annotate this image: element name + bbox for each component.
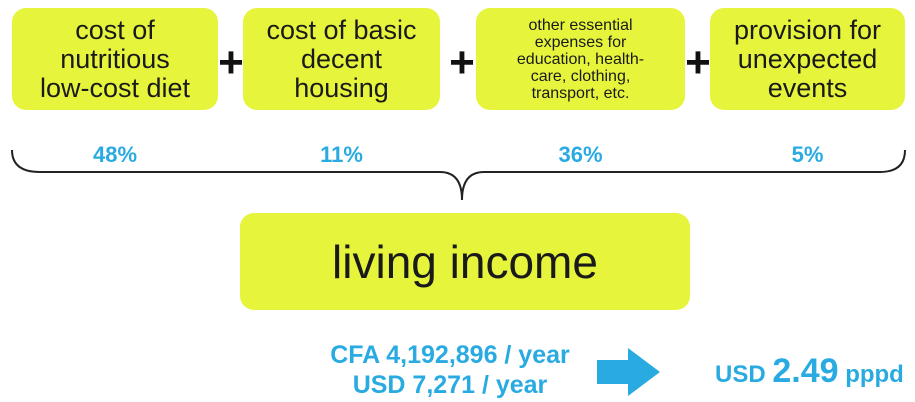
result-box: living income xyxy=(240,213,690,310)
component-line: cost of basic xyxy=(266,14,417,45)
amount: USD 7,271 / year xyxy=(352,371,548,399)
share: 48% xyxy=(92,142,138,167)
brace xyxy=(11,149,906,201)
component-line: events xyxy=(767,72,848,103)
component-line: care, clothing, xyxy=(530,67,631,85)
component-line: transport, etc. xyxy=(531,84,630,102)
component-line: unexpected xyxy=(737,43,878,74)
component-box: other essential expenses for education, he… xyxy=(476,8,685,110)
share: 36% xyxy=(558,142,603,167)
amounts: CFA 4,192,896 / year USD 7,271 / year xyxy=(300,340,630,400)
plus: + xyxy=(218,38,244,87)
component-line: nutritious xyxy=(60,43,170,74)
component-box: cost of basic decent housing xyxy=(243,8,440,110)
per-day-value: 2.49 xyxy=(772,352,839,390)
per-day-unit: pppd xyxy=(845,361,904,388)
component-line: cost of xyxy=(75,14,155,45)
component-box: provision for unexpected events xyxy=(710,8,905,110)
result-label: living income xyxy=(332,235,598,288)
per-day-prefix: USD xyxy=(715,361,766,388)
component-line: housing xyxy=(294,72,389,103)
component-box: cost of nutritious low-cost diet xyxy=(12,8,218,110)
component-line: education, health- xyxy=(516,50,645,68)
component-line: other essential xyxy=(528,16,633,34)
share: 11% xyxy=(320,142,363,167)
component-line: low-cost diet xyxy=(39,72,191,103)
plus: + xyxy=(685,38,711,87)
share: 5% xyxy=(791,142,824,167)
component-line: expenses for xyxy=(534,33,627,51)
amount: CFA 4,192,896 / year xyxy=(330,341,570,369)
arrow xyxy=(597,348,660,396)
plus: + xyxy=(449,38,475,87)
component-line: decent xyxy=(300,43,383,74)
per-day: USD 2.49 pppd xyxy=(715,352,904,391)
component-line: provision for xyxy=(733,14,882,45)
